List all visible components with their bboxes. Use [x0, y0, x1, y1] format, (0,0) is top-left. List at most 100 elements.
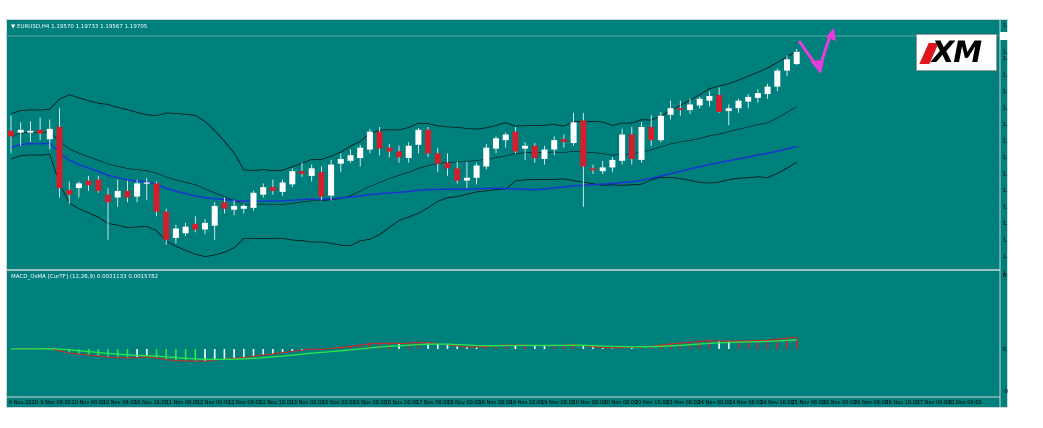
time-label: 16 Nov 16:00 [385, 400, 419, 406]
candle-body [221, 202, 228, 209]
candle-body [114, 190, 121, 198]
time-label: 26 Nov 16:00 [885, 400, 919, 406]
candle-body [66, 189, 73, 195]
candle-body [735, 100, 742, 109]
candle-body [357, 147, 364, 159]
bollinger-bands [10, 50, 797, 258]
upper-band-line [10, 50, 797, 172]
candle-body [163, 211, 170, 240]
candle-body [590, 168, 596, 171]
time-label: 19 Nov 08:00 [541, 400, 575, 406]
time-label: 24 Nov 16:00 [760, 400, 794, 406]
candle-body [260, 187, 267, 195]
time-label: 16 Nov 00:00 [322, 400, 356, 406]
candle-body [405, 145, 412, 159]
indicator-label: -0.003203 [1003, 389, 1008, 395]
candle-body [764, 86, 771, 95]
candle-body [541, 149, 548, 159]
candle-body [696, 98, 703, 106]
time-label: 18 Nov 00:00 [447, 400, 481, 406]
candle-body [153, 183, 160, 212]
price-label: 1.17405 [1003, 271, 1008, 277]
candles [8, 48, 800, 245]
candle-body [95, 179, 102, 191]
time-label: 10 Nov 00:00 [72, 400, 106, 406]
time-label: 17 Nov 08:00 [416, 400, 450, 406]
candle-body [269, 187, 276, 191]
candle-body [512, 131, 519, 152]
candle-body [725, 108, 732, 112]
price-label: 1.18430 [1003, 172, 1008, 178]
time-label: 30 Nov 00:00 [948, 400, 982, 406]
time-label: 9 Nov 08:00 [40, 400, 71, 406]
candle-body [502, 134, 509, 141]
candle-body [599, 167, 606, 172]
candle-body [279, 182, 286, 192]
candle-body [56, 127, 63, 189]
price-label: 1.18600 [1003, 155, 1008, 161]
candle-body [425, 129, 432, 154]
candle-body [366, 131, 373, 150]
price-label: 1.19800 [1003, 23, 1008, 29]
candle-body [347, 155, 354, 161]
time-label: 25 Nov 08:00 [792, 400, 826, 406]
candle-body [793, 51, 800, 65]
macd-main-line [10, 336, 797, 362]
candle-body [85, 180, 92, 186]
price-label: 1.17575 [1003, 254, 1008, 260]
time-label: 12 Nov 16:00 [259, 400, 293, 406]
macd-lines [10, 336, 797, 362]
main-pane-header: ▼ EURUSD,H4 1.19570 1.19733 1.19567 1.19… [11, 24, 148, 30]
chart-window[interactable] [6, 19, 1008, 408]
time-label: 6 Nov 2020 [9, 400, 38, 406]
price-label: 1.19630 [1003, 56, 1008, 62]
moving-average [10, 142, 797, 202]
time-label: 20 Nov 08:00 [604, 400, 638, 406]
price-label: 1.17915 [1003, 221, 1008, 227]
candle-body [134, 183, 141, 197]
time-scale[interactable]: 6 Nov 2020 9 Nov 08:00 10 Nov 00:00 10 Nov … [9, 400, 982, 406]
candle-body [376, 131, 383, 149]
candle-body [473, 165, 480, 178]
candle-body [328, 164, 335, 196]
chart-canvas[interactable]: ▼ EURUSD,H4 1.19570 1.19733 1.19567 1.19… [6, 19, 1008, 408]
time-label: 11 Nov 08:00 [166, 400, 200, 406]
time-label: 20 Nov 16:00 [635, 400, 669, 406]
candle-body [628, 134, 635, 159]
candle-body [17, 129, 24, 133]
candle-body [483, 147, 490, 167]
macd-signal-line [10, 339, 797, 361]
candle-body [716, 95, 723, 112]
candle-body [250, 192, 257, 208]
time-label: 23 Nov 08:00 [666, 400, 700, 406]
time-label: 20 Nov 00:00 [572, 400, 606, 406]
candle-body [415, 129, 422, 145]
candle-body [774, 70, 781, 87]
price-label: 1.17746 [1003, 238, 1008, 244]
indicator-scale[interactable]: 0.005153 0.00 -0.003203 [1003, 273, 1008, 395]
candle-body [124, 190, 131, 198]
middle-band-line [10, 106, 797, 205]
candle-body [570, 122, 577, 143]
lower-band-line [10, 153, 797, 258]
indicator-label: 0.00 [1003, 347, 1008, 353]
candle-body [677, 108, 684, 111]
indicator-pane-header: MACD_OsMA [CurTF] (12,26,9) 0.0021133 0.… [11, 274, 158, 280]
time-label: 10 Nov 16:00 [134, 400, 168, 406]
candle-body [638, 127, 645, 160]
candle-body [8, 130, 14, 137]
candle-body [657, 115, 664, 141]
candle-body [386, 147, 393, 152]
candle-body [754, 93, 761, 98]
candle-body [619, 134, 626, 161]
candle-body [75, 183, 82, 189]
indicator-label: 0.005153 [1003, 273, 1008, 279]
price-label: 1.19460 [1003, 73, 1008, 79]
candle-body [551, 140, 558, 150]
price-scale[interactable]: 1.19800 1.197051.19630 1.19460 1.19285 1.191… [1003, 23, 1008, 277]
candle-body [289, 171, 296, 185]
candle-body [687, 104, 693, 111]
candle-body [308, 168, 315, 176]
candle-body [463, 177, 470, 181]
candle-body [434, 153, 441, 164]
